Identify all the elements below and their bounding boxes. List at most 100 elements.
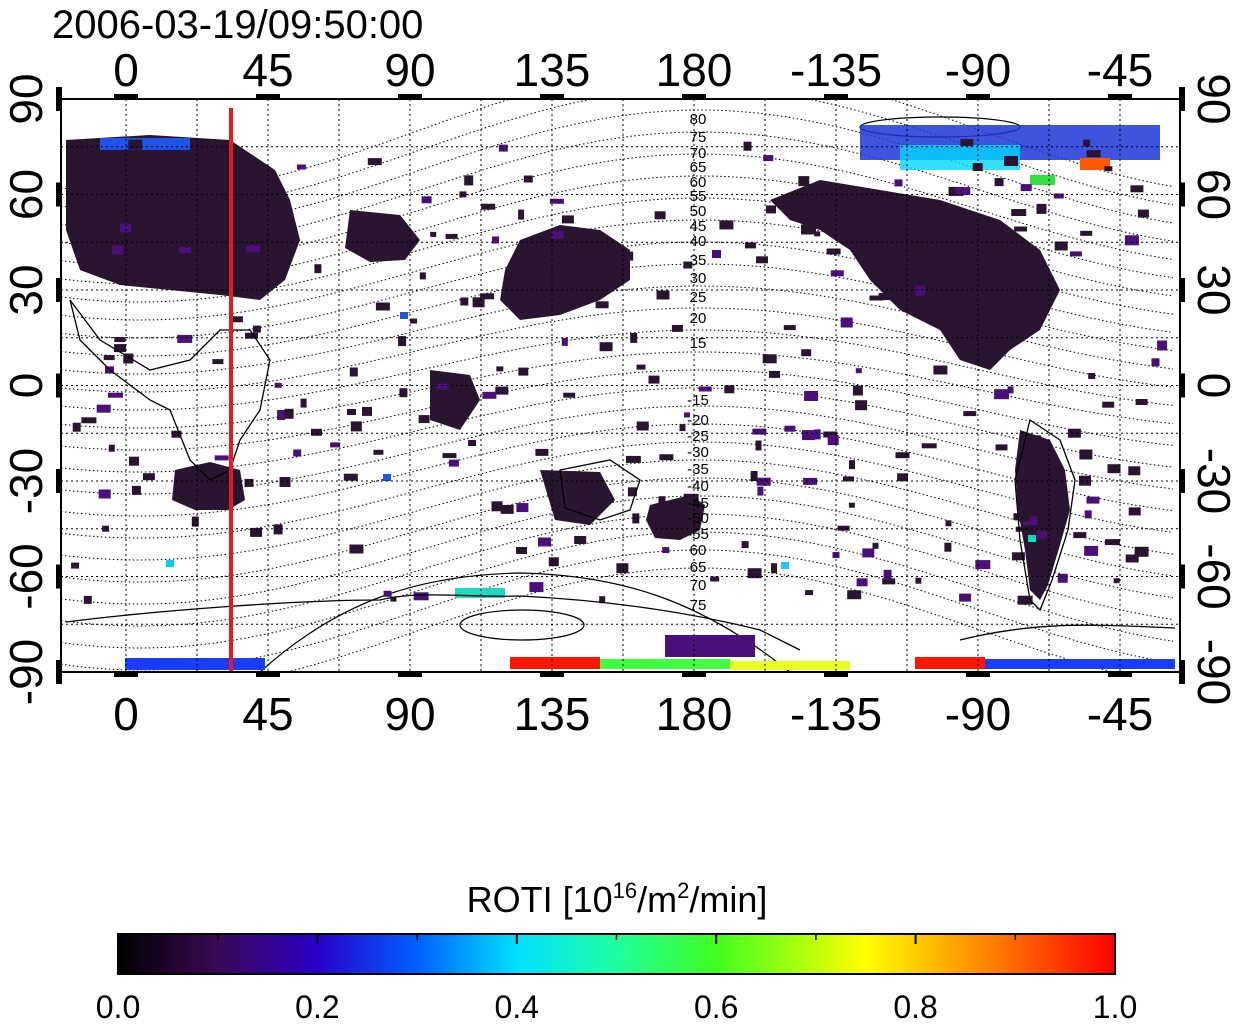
edge-tick-right [1179,373,1185,398]
roti-pixel [350,421,362,432]
roti-pixel [75,141,86,147]
contour-label-north: 30 [690,270,707,287]
roti-pixel [1107,464,1121,474]
roti-pixel [1130,185,1144,193]
roti-pixel [330,442,341,448]
indonesia-data-region [540,470,615,525]
antarctic-band-green [600,659,730,669]
latitude-tick-label-right: 60 [1188,169,1240,220]
roti-pixel [654,211,666,220]
roti-pixel [683,493,699,501]
roti-pixel [349,367,358,377]
roti-pixel [518,209,525,220]
roti-pixel [548,557,559,567]
roti-pixel [636,364,646,370]
roti-pixel [648,375,660,384]
roti-pixel [529,582,544,593]
arctic-band-cyan [900,145,1020,170]
roti-pixel [495,386,509,395]
edge-tick-left [56,564,62,589]
contour-label-south: -20 [687,412,709,429]
colorbar: ROTI [1016/m2/min] 0.0 0.2 0.4 0.6 0.8 1.0 [96,878,1137,1024]
roti-pixel [1083,139,1091,147]
contour-label-south: -15 [687,392,709,409]
edge-tick-left [56,87,62,111]
antarctic-band-blue-right [985,659,1175,669]
roti-pixel [191,516,199,527]
roti-pixel [882,578,896,585]
roti-pixel [994,389,1010,400]
roti-pixel [498,144,508,152]
roti-pixel [362,406,372,416]
contour-label-north: 45 [690,218,707,235]
roti-pixel [944,542,952,552]
roti-pixel [1104,539,1120,546]
roti-pixel [209,210,215,218]
colorbar-tick-label: 0.4 [495,989,539,1024]
contour-label-south: -55 [687,526,709,543]
roti-pixel [343,473,358,481]
roti-pixel [367,158,382,166]
roti-pixel [987,316,1003,324]
roti-pixel [856,578,868,587]
roti-pixel [830,270,844,277]
roti-pixel [410,318,418,324]
roti-pixel [599,596,606,604]
roti-pixel [500,504,514,514]
roti-pixel [311,428,322,436]
contour-label-south: 70 [690,577,707,594]
antarctic-band-red [510,657,600,669]
roti-pixel [142,473,155,481]
roti-pixel [847,590,862,600]
edge-tick-top [824,94,848,100]
south-america-data-region [1015,430,1070,600]
antarctic-band-red-2 [915,657,985,669]
roti-pixel [1011,209,1027,216]
roti-pixel [258,174,267,183]
roti-pixel [1128,507,1141,516]
roti-pixel [314,264,322,274]
roti-pixel [963,411,977,417]
roti-pixel [849,460,855,470]
roti-pixel [784,425,796,432]
edge-tick-top [1108,94,1132,100]
roti-pixel [1102,401,1115,408]
roti-pixel [970,338,979,344]
roti-pixel [805,590,814,596]
roti-pixel [688,510,703,520]
longitude-tick-label-bottom: 135 [514,688,591,740]
roti-pixel [98,489,111,499]
coast-africa [69,299,271,481]
roti-pixel [771,563,777,574]
edge-tick-right [1179,87,1185,111]
roti-pixel [1037,531,1047,539]
roti-pixel [1151,358,1160,367]
colorbar-tick-label: 0.8 [893,989,937,1024]
india-data-region [345,210,420,262]
colorbar-label-prefix: ROTI [10 [467,879,613,920]
roti-pixel-highlight [383,474,391,481]
roti-pixel [1036,203,1047,214]
roti-pixel [855,368,862,374]
roti-pixel [83,595,92,604]
colorbar-label-suffix: /min] [689,879,767,920]
latitude-tick-label-left: -30 [0,448,52,514]
contour-line [285,567,1115,672]
roti-pixel [169,165,180,171]
longitude-tick-label-top: 180 [656,44,733,96]
roti-pixel [248,235,256,242]
contour-label-north: 25 [690,289,707,306]
latitude-tick-label-left: 60 [0,169,52,220]
contour-line [61,329,1174,411]
contour-label-south: 60 [690,542,707,559]
roti-pixel [840,219,848,228]
roti-pixel [293,449,302,457]
roti-pixel [766,205,776,214]
roti-pixel [472,297,485,308]
antarctic-band-purple [665,635,755,657]
edge-tick-right [1179,182,1185,207]
roti-pixel [418,415,430,424]
contour-label-south: 65 [690,559,707,576]
roti-pixel [855,400,868,411]
